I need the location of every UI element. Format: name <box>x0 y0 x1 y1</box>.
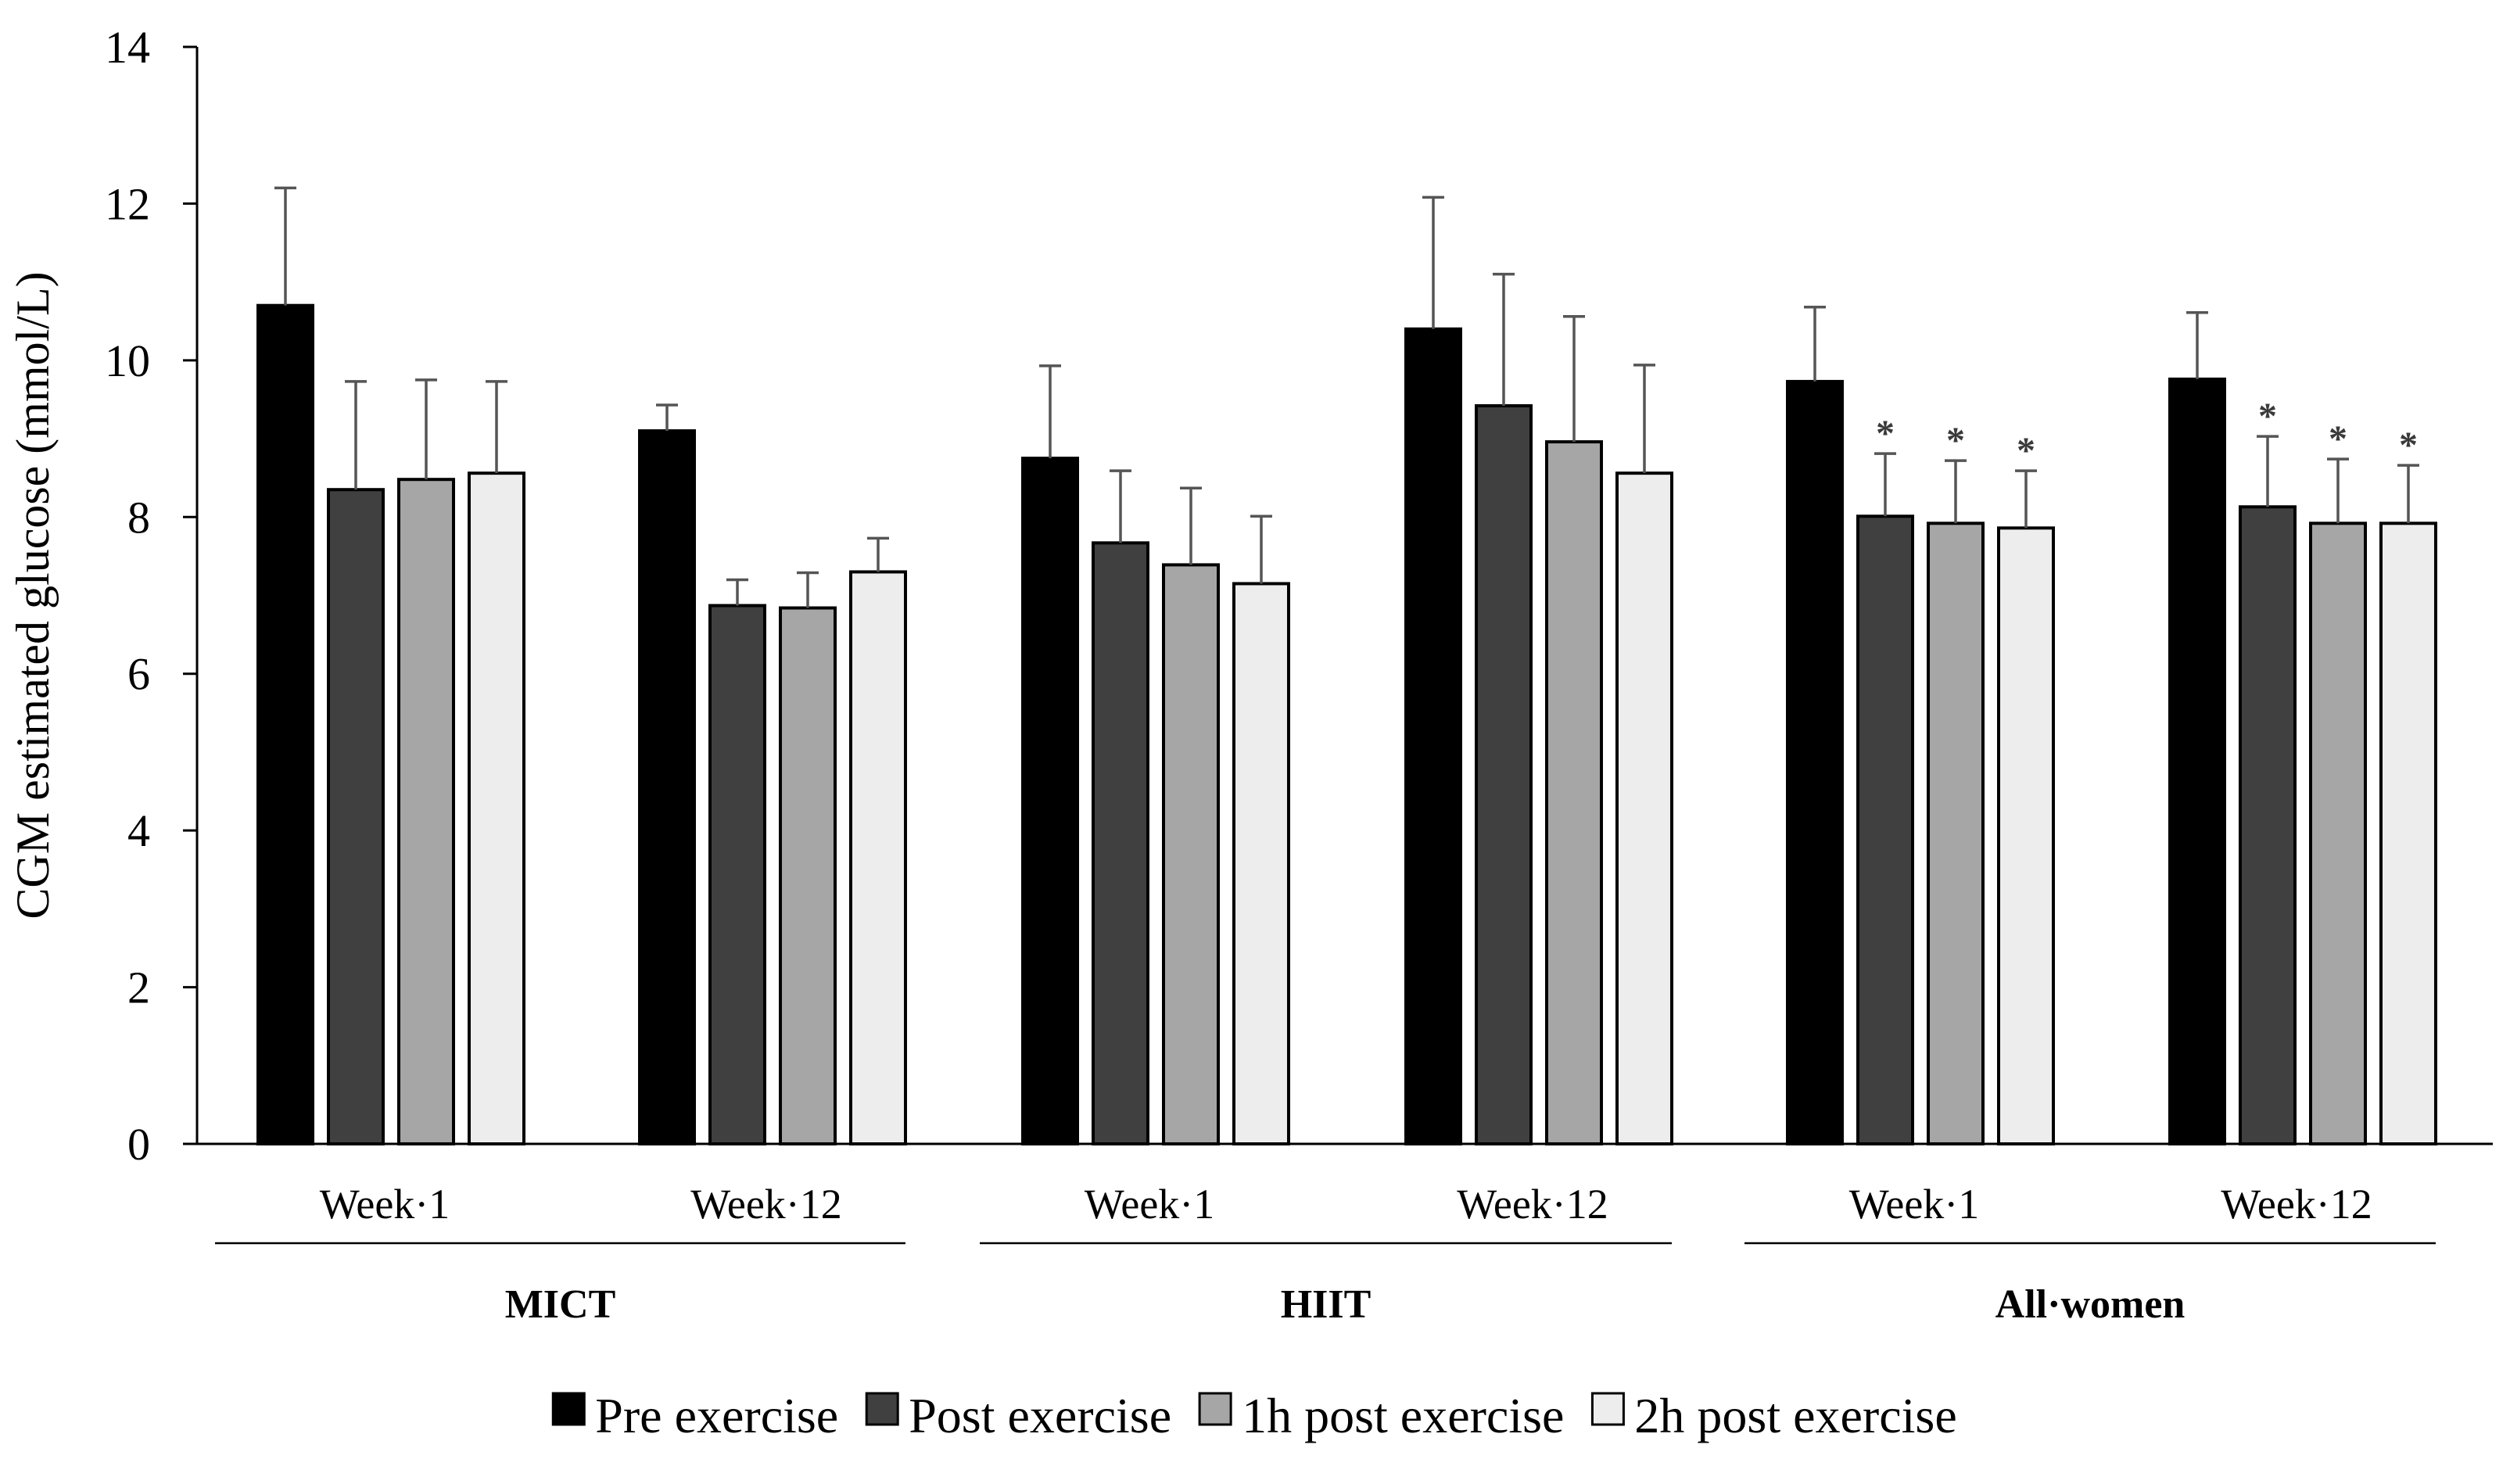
legend: Pre exercise Post exercise 1h post exercis… <box>551 1388 1957 1443</box>
y-axis-title: CGM estimated glucose (mmol/L) <box>7 271 59 919</box>
bar <box>2168 377 2226 1145</box>
bar <box>779 606 837 1145</box>
category-label: Week·12 <box>2221 1181 2372 1228</box>
legend-label: Post exercise <box>909 1388 1171 1443</box>
significance-marker: * <box>2258 396 2277 437</box>
y-tick-label: 0 <box>127 1119 150 1170</box>
legend-label: 1h post exercise <box>1242 1388 1564 1443</box>
bar <box>1092 541 1149 1145</box>
legend-swatch <box>551 1392 586 1426</box>
bar <box>1232 582 1290 1145</box>
y-tick-label: 10 <box>105 335 150 386</box>
bars <box>256 303 2437 1146</box>
bar <box>1475 403 1533 1145</box>
bar <box>256 303 314 1145</box>
category-label: Week·1 <box>1849 1181 1980 1228</box>
significance-marker: * <box>2329 418 2347 460</box>
y-tick-label: 4 <box>127 805 150 856</box>
bar <box>397 478 455 1145</box>
legend-swatch <box>1198 1392 1232 1426</box>
bar <box>1404 327 1462 1145</box>
bar <box>1615 471 1673 1145</box>
y-tick-label: 2 <box>127 962 150 1013</box>
bar <box>638 429 696 1145</box>
y-tick-label: 8 <box>127 492 150 543</box>
category-label: Week·1 <box>320 1181 450 1228</box>
axes: 0 2 4 6 8 10 12 14 CGM estimated glucose (mmol/L… <box>7 22 2493 1170</box>
significance-markers: * * * * * * <box>1876 396 2418 471</box>
significance-marker: * <box>1876 413 1895 454</box>
y-tick-label: 12 <box>105 178 150 229</box>
bar <box>1021 457 1079 1145</box>
significance-marker: * <box>2399 425 2418 466</box>
category-labels: Week·1 Week·12 Week·1 Week·12 Week·1 Week·12 M… <box>215 1181 2436 1327</box>
group-label: All·women <box>1995 1282 2185 1327</box>
bar <box>2239 505 2297 1145</box>
bar <box>1997 526 2055 1145</box>
y-tick-label: 6 <box>127 649 150 700</box>
bar <box>1856 514 1914 1145</box>
bar <box>1786 379 1844 1146</box>
bar <box>1545 440 1603 1145</box>
bar <box>708 604 766 1145</box>
group-label: HIIT <box>1281 1282 1372 1327</box>
bar <box>468 471 525 1145</box>
error-bars <box>274 186 2419 608</box>
y-tick-label: 14 <box>105 22 150 73</box>
significance-marker: * <box>2017 430 2035 471</box>
bar <box>2309 522 2367 1145</box>
significance-marker: * <box>1946 420 1965 461</box>
bar <box>1162 563 1220 1145</box>
legend-label: 2h post exercise <box>1634 1388 1956 1443</box>
legend-swatch <box>1590 1392 1625 1426</box>
legend-label: Pre exercise <box>595 1388 838 1443</box>
legend-swatch <box>865 1392 899 1426</box>
bar <box>1927 522 1985 1145</box>
group-label: MICT <box>505 1282 616 1327</box>
category-label: Week·12 <box>1457 1181 1608 1228</box>
bar <box>2379 522 2437 1145</box>
category-label: Week·1 <box>1085 1181 1215 1228</box>
category-label: Week·12 <box>690 1181 842 1228</box>
bar <box>327 488 385 1145</box>
bar <box>849 570 907 1145</box>
